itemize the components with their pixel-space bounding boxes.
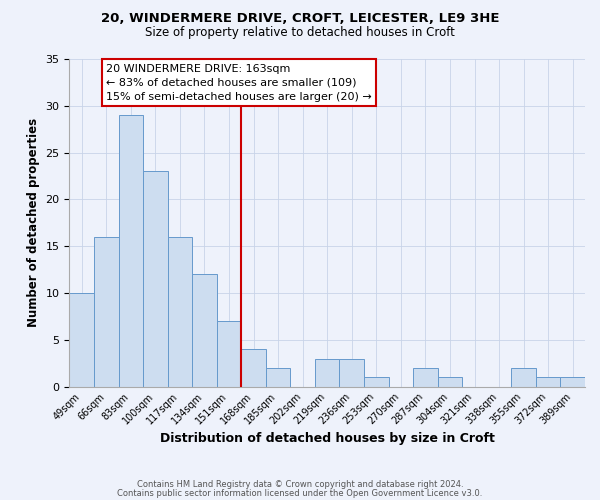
Text: 20, WINDERMERE DRIVE, CROFT, LEICESTER, LE9 3HE: 20, WINDERMERE DRIVE, CROFT, LEICESTER, …	[101, 12, 499, 26]
Bar	[167, 237, 192, 386]
Bar	[266, 368, 290, 386]
Bar	[413, 368, 437, 386]
Text: 20 WINDERMERE DRIVE: 163sqm
← 83% of detached houses are smaller (109)
15% of se: 20 WINDERMERE DRIVE: 163sqm ← 83% of det…	[106, 64, 372, 102]
Bar	[143, 172, 167, 386]
Bar	[94, 237, 119, 386]
Text: Contains public sector information licensed under the Open Government Licence v3: Contains public sector information licen…	[118, 488, 482, 498]
Bar	[364, 378, 389, 386]
Text: Contains HM Land Registry data © Crown copyright and database right 2024.: Contains HM Land Registry data © Crown c…	[137, 480, 463, 489]
Bar	[315, 358, 340, 386]
X-axis label: Distribution of detached houses by size in Croft: Distribution of detached houses by size …	[160, 432, 494, 445]
Bar	[340, 358, 364, 386]
Bar	[560, 378, 585, 386]
Bar	[192, 274, 217, 386]
Bar	[437, 378, 462, 386]
Bar	[241, 349, 266, 387]
Text: Size of property relative to detached houses in Croft: Size of property relative to detached ho…	[145, 26, 455, 39]
Y-axis label: Number of detached properties: Number of detached properties	[27, 118, 40, 328]
Bar	[511, 368, 536, 386]
Bar	[119, 115, 143, 386]
Bar	[217, 321, 241, 386]
Bar	[70, 293, 94, 386]
Bar	[536, 378, 560, 386]
